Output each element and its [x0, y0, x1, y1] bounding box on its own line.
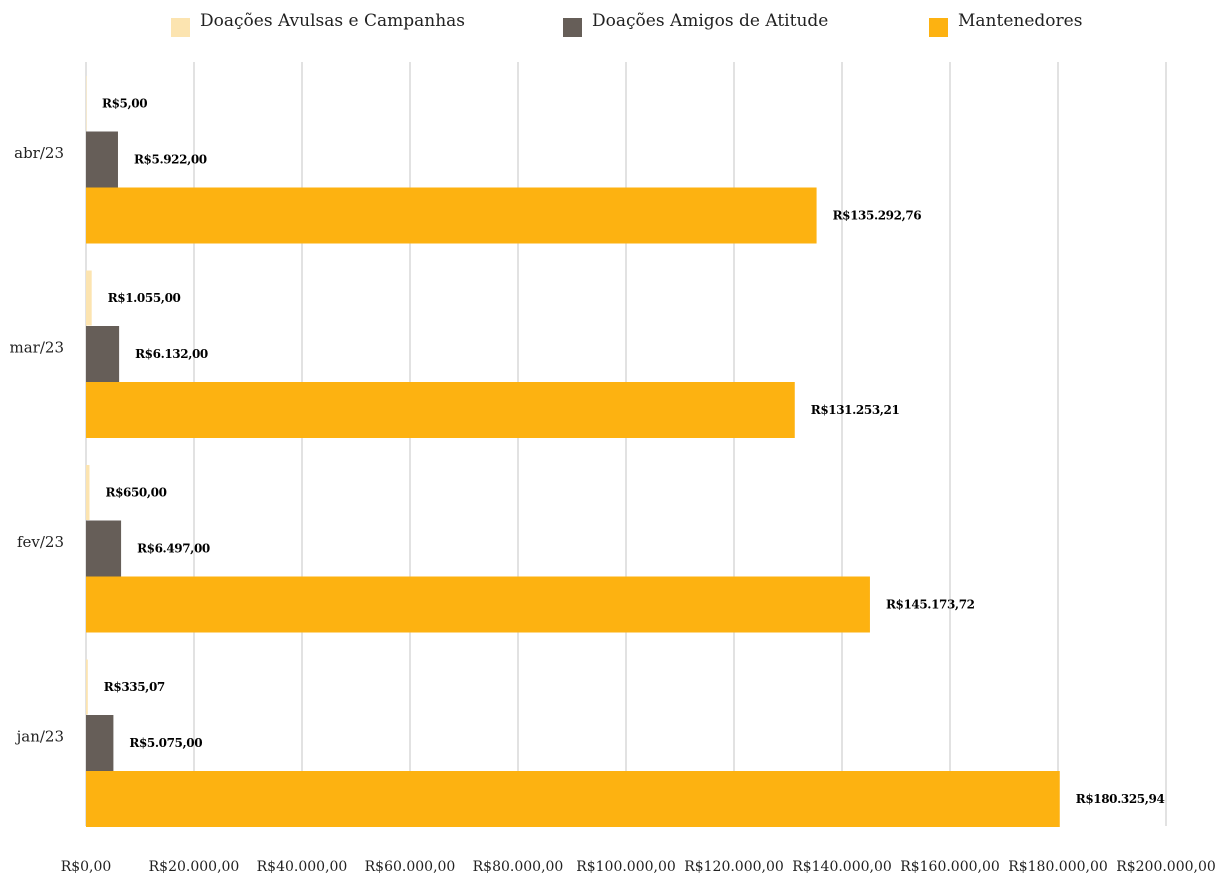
x-tick-label: R$60.000,00 [365, 859, 456, 874]
x-tick-label: R$120.000,00 [684, 859, 784, 874]
data-labels: R$5,00 R$5.922,00 R$135.292,76 R$1.055,00 R$… [102, 97, 1165, 807]
bar [86, 131, 118, 188]
bar [86, 382, 795, 438]
data-label: R$5.075,00 [129, 736, 202, 750]
legend-swatch [563, 18, 582, 37]
x-tick-label: R$40.000,00 [257, 859, 348, 874]
bars [86, 76, 1060, 827]
bar [86, 771, 1060, 827]
bar [86, 326, 120, 382]
data-label: R$335,07 [104, 680, 165, 694]
bar [86, 576, 870, 633]
axes: R$0,00 R$20.000,00 R$40.000,00 R$60.000,00 R… [10, 144, 1216, 874]
x-tick-label: R$100.000,00 [576, 859, 676, 874]
data-label: R$131.253,21 [811, 403, 900, 417]
x-tick-label: R$0,00 [61, 859, 112, 874]
data-label: R$5,00 [102, 97, 147, 111]
x-tick-label: R$140.000,00 [792, 859, 892, 874]
x-tick-label: R$200.000,00 [1116, 859, 1216, 874]
x-tick-label: R$180.000,00 [1008, 859, 1108, 874]
legend-swatch [929, 18, 948, 37]
data-label: R$6.132,00 [135, 347, 208, 361]
bar [86, 520, 122, 577]
data-label: R$650,00 [106, 486, 167, 500]
data-label: R$1.055,00 [108, 291, 181, 305]
legend-label: Doações Amigos de Atitude [592, 11, 828, 31]
x-tick-label: R$80.000,00 [473, 859, 564, 874]
category-label: abr/23 [14, 144, 64, 162]
data-label: R$145.173,72 [886, 598, 975, 612]
data-label: R$6.497,00 [137, 542, 210, 556]
legend-label: Doações Avulsas e Campanhas [200, 11, 465, 31]
legend: Doações Avulsas e Campanhas Doações Amigo… [171, 11, 1082, 37]
x-tick-label: R$160.000,00 [900, 859, 1000, 874]
data-label: R$180.325,94 [1076, 792, 1165, 806]
legend-label: Mantenedores [958, 11, 1082, 31]
bar [86, 465, 90, 520]
x-tick-label: R$20.000,00 [149, 859, 240, 874]
category-label: mar/23 [10, 339, 64, 357]
bar [86, 270, 92, 326]
data-label: R$135.292,76 [833, 209, 922, 223]
bar [86, 715, 114, 771]
bar [86, 76, 87, 131]
bar [86, 187, 817, 244]
category-label: fev/23 [17, 533, 64, 551]
gridlines [85, 62, 1167, 826]
legend-swatch [171, 18, 190, 37]
data-label: R$5.922,00 [134, 153, 207, 167]
bar [86, 659, 88, 715]
category-label: jan/23 [15, 728, 64, 746]
